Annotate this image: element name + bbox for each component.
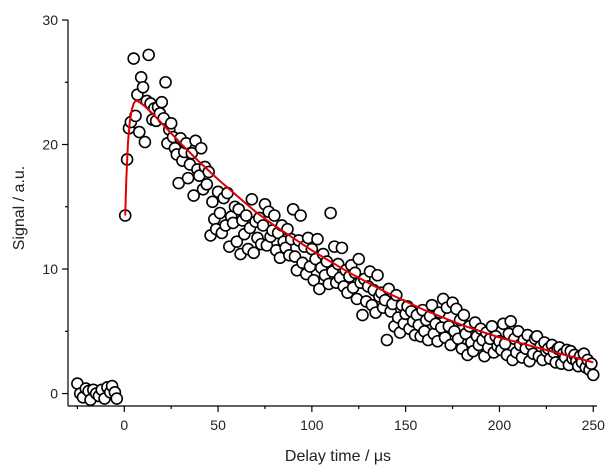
y-axis-title: Signal / a.u. [11,166,28,251]
x-tick-label: 50 [210,417,226,433]
data-point [213,206,227,220]
x-tick-label: 250 [582,417,606,433]
data-point [159,75,172,89]
data-point [311,232,324,246]
axes: 0 50 100 150 200 250 0 10 20 30 [42,12,605,433]
data-point [230,235,244,248]
data-point [138,135,152,149]
data-point [335,241,349,255]
x-axis-title: Delay time / μs [285,448,391,465]
data-point [132,125,146,139]
data-point [187,189,200,202]
data-point [127,52,140,65]
data-point [504,315,518,328]
fit-line [124,99,594,364]
x-tick-label: 150 [394,417,418,433]
data-point [164,117,178,130]
data-point [307,273,321,287]
data-point [142,48,155,62]
data-point [586,368,600,382]
data-point [313,282,326,296]
y-tick-label: 20 [42,137,58,153]
data-point [268,209,281,222]
y-tick-label: 0 [50,386,58,402]
x-tick-label: 100 [300,417,324,433]
plot-area [71,48,600,407]
x-tick-label: 0 [120,417,128,433]
data-point [585,357,598,370]
data-point [221,186,234,200]
data-point [245,193,259,206]
data-point [356,308,369,322]
y-tick-label: 10 [42,261,58,277]
data-point [134,70,148,84]
data-point [371,268,384,282]
data-point [256,219,270,232]
data-point [324,206,337,220]
data-point [200,178,214,191]
data-point [155,95,169,109]
data-point [136,80,150,94]
data-point [425,298,439,312]
data-point [172,176,185,190]
data-point [110,392,124,405]
x-tick-label: 200 [488,417,512,433]
data-point [239,209,253,222]
data-point [380,333,394,347]
data-point [457,308,471,322]
data-point [352,252,366,266]
data-point [194,141,208,155]
data-point [181,171,195,185]
data-point [206,195,219,209]
data-point [294,209,307,222]
y-tick-label: 30 [42,12,58,28]
data-point [247,246,261,260]
scatter-series [71,48,600,407]
